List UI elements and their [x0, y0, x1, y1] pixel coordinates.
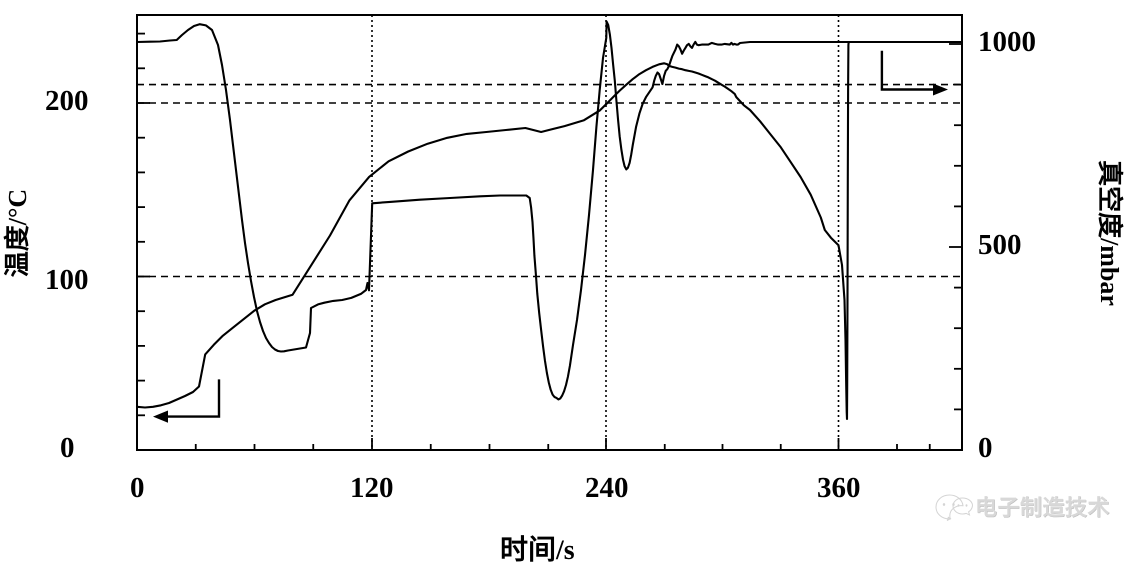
svg-text:温度/°C: 温度/°C [3, 189, 32, 277]
svg-text:真空度/mbar: 真空度/mbar [1095, 160, 1124, 306]
